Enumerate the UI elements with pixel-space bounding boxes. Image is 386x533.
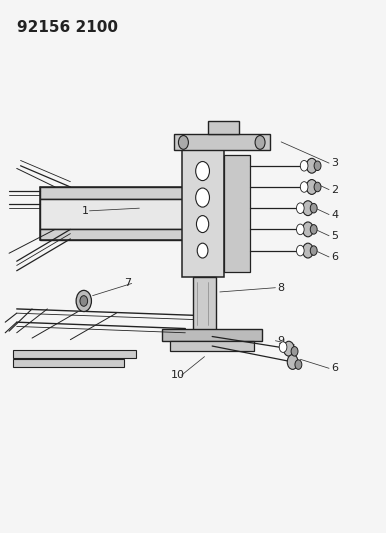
Text: 1: 1 <box>82 206 89 216</box>
Circle shape <box>303 243 313 258</box>
Circle shape <box>310 246 317 255</box>
Circle shape <box>303 201 313 216</box>
Circle shape <box>178 135 188 149</box>
Polygon shape <box>208 120 239 134</box>
Circle shape <box>296 203 304 214</box>
Polygon shape <box>170 341 254 351</box>
Text: 8: 8 <box>278 282 285 293</box>
Polygon shape <box>40 199 193 229</box>
Circle shape <box>196 161 210 181</box>
Polygon shape <box>40 229 193 240</box>
Circle shape <box>283 341 294 356</box>
Circle shape <box>300 160 308 171</box>
Circle shape <box>279 342 287 352</box>
Text: 2: 2 <box>331 184 339 195</box>
Circle shape <box>80 296 88 306</box>
Text: 7: 7 <box>124 278 131 288</box>
Circle shape <box>291 346 298 356</box>
Circle shape <box>197 243 208 258</box>
Circle shape <box>196 188 210 207</box>
Polygon shape <box>181 150 223 277</box>
Circle shape <box>300 182 308 192</box>
Circle shape <box>314 182 321 192</box>
Polygon shape <box>40 187 193 199</box>
Polygon shape <box>13 350 135 358</box>
Circle shape <box>287 354 298 369</box>
Text: 10: 10 <box>171 370 185 380</box>
Circle shape <box>76 290 91 312</box>
Text: 5: 5 <box>331 231 338 241</box>
Circle shape <box>306 180 317 195</box>
Text: 92156 2100: 92156 2100 <box>17 20 118 35</box>
Circle shape <box>310 204 317 213</box>
Text: 6: 6 <box>331 252 338 262</box>
Text: 6: 6 <box>331 364 338 373</box>
Circle shape <box>314 161 321 171</box>
Circle shape <box>306 158 317 173</box>
Polygon shape <box>223 155 251 272</box>
Circle shape <box>196 216 209 232</box>
Polygon shape <box>174 134 270 150</box>
Circle shape <box>296 245 304 256</box>
Circle shape <box>255 135 265 149</box>
Text: 9: 9 <box>278 336 285 346</box>
Text: 4: 4 <box>331 209 339 220</box>
Polygon shape <box>13 359 124 367</box>
Polygon shape <box>193 277 216 330</box>
Circle shape <box>295 360 302 369</box>
Circle shape <box>303 222 313 237</box>
Circle shape <box>296 224 304 235</box>
Circle shape <box>310 224 317 234</box>
Polygon shape <box>163 329 262 341</box>
Text: 3: 3 <box>331 158 338 168</box>
